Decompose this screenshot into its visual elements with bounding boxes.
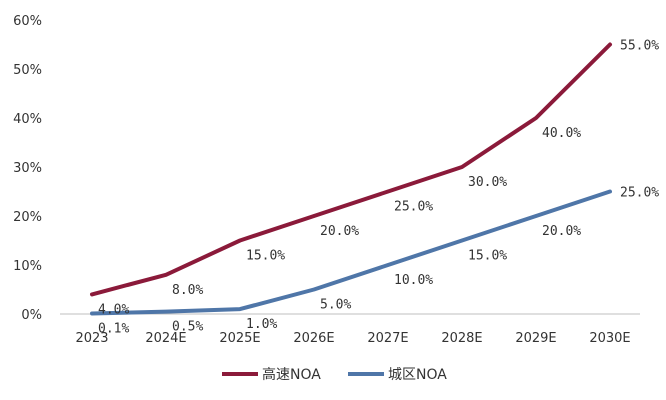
- x-tick-label: 2028E: [441, 331, 482, 346]
- data-label: 55.0%: [620, 39, 659, 54]
- data-label: 15.0%: [468, 249, 507, 264]
- x-tick-label: 2026E: [293, 331, 334, 346]
- series-lines: [90, 42, 612, 316]
- data-label: 20.0%: [542, 224, 581, 239]
- x-tick-label: 2024E: [145, 331, 186, 346]
- data-label: 4.0%: [98, 302, 129, 317]
- legend-label: 高速NOA: [262, 366, 321, 383]
- data-label: 5.0%: [320, 298, 351, 313]
- data-label: 0.5%: [172, 320, 203, 335]
- y-tick-label: 20%: [13, 210, 42, 225]
- data-label: 10.0%: [394, 273, 433, 288]
- x-tick-label: 2025E: [219, 331, 260, 346]
- chart-legend: 高速NOA 城区NOA: [222, 366, 447, 383]
- x-tick-label: 2027E: [367, 331, 408, 346]
- data-label: 1.0%: [246, 317, 277, 332]
- x-tick-label: 2023: [75, 331, 108, 346]
- data-label: 8.0%: [172, 283, 203, 298]
- data-label: 40.0%: [542, 126, 581, 141]
- y-axis-tick-labels: 0% 10% 20% 30% 40% 50% 60%: [13, 14, 42, 323]
- x-tick-label: 2030E: [589, 331, 630, 346]
- data-labels: 4.0% 8.0% 15.0% 20.0% 25.0% 30.0% 40.0% 55.0% 0.…: [98, 39, 659, 337]
- data-label: 20.0%: [320, 224, 359, 239]
- x-axis-tick-labels: 2023 2024E 2025E 2026E 2027E 2028E 2029E 2030E: [75, 331, 630, 346]
- data-label: 25.0%: [394, 200, 433, 215]
- y-tick-label: 60%: [13, 14, 42, 29]
- y-tick-label: 50%: [13, 63, 42, 78]
- legend-label: 城区NOA: [388, 367, 447, 383]
- data-label: 15.0%: [246, 249, 285, 264]
- y-tick-label: 0%: [21, 308, 42, 323]
- data-label: 30.0%: [468, 175, 507, 190]
- y-tick-label: 10%: [13, 259, 42, 274]
- data-label: 0.1%: [98, 322, 129, 337]
- y-tick-label: 40%: [13, 112, 42, 127]
- data-label: 25.0%: [620, 186, 659, 201]
- series-line-1: [90, 42, 612, 297]
- series-line-2: [90, 189, 612, 316]
- y-tick-label: 30%: [13, 161, 42, 176]
- x-tick-label: 2029E: [515, 331, 556, 346]
